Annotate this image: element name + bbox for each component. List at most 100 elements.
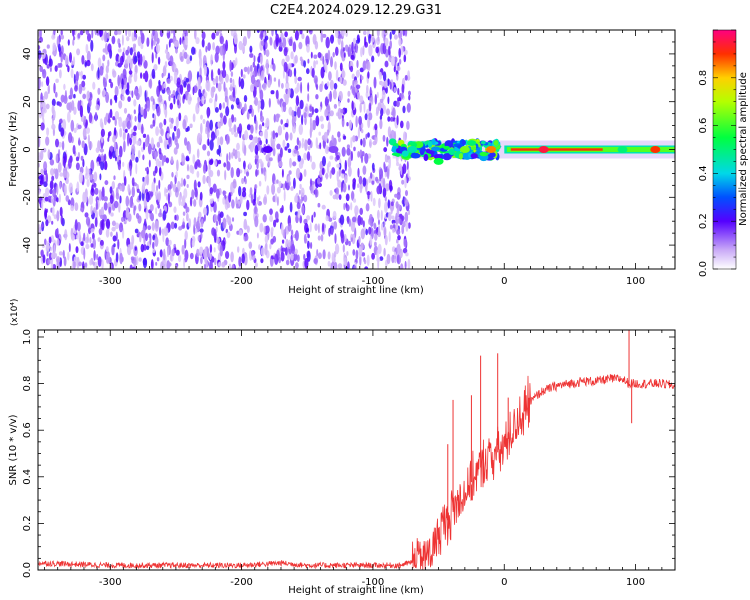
noise-cell bbox=[266, 185, 270, 195]
noise-cell bbox=[403, 238, 407, 248]
noise-cell bbox=[67, 39, 70, 46]
noise-cell bbox=[144, 218, 147, 226]
noise-cell bbox=[379, 98, 384, 103]
noise-cell bbox=[72, 30, 75, 37]
noise-cell bbox=[158, 166, 162, 177]
noise-cell bbox=[391, 215, 395, 220]
noise-cell bbox=[397, 235, 401, 241]
noise-cell bbox=[306, 250, 311, 262]
noise-cell bbox=[217, 82, 222, 92]
noise-cell bbox=[362, 165, 367, 175]
noise-cell bbox=[127, 135, 130, 147]
noise-cell bbox=[186, 164, 190, 172]
figure-title: C2E4.2024.029.12.29.G31 bbox=[270, 3, 442, 18]
noise-cell bbox=[161, 155, 164, 167]
noise-cell bbox=[369, 213, 373, 224]
noise-cell bbox=[90, 159, 95, 172]
noise-cell bbox=[60, 127, 65, 137]
noise-cell bbox=[317, 223, 320, 234]
noise-cell bbox=[208, 98, 213, 104]
noise-cell bbox=[226, 202, 231, 209]
noise-cell bbox=[158, 79, 161, 86]
noise-cell bbox=[338, 100, 341, 107]
noise-cell bbox=[47, 149, 51, 160]
noise-cell bbox=[288, 69, 293, 78]
noise-cell bbox=[67, 251, 70, 261]
noise-cell bbox=[282, 104, 287, 113]
noise-cell bbox=[315, 137, 318, 149]
y-tick-label: 0.2 bbox=[22, 515, 33, 531]
noise-cell bbox=[58, 193, 62, 203]
noise-cell bbox=[371, 162, 375, 171]
noise-cell bbox=[352, 37, 357, 45]
noise-cell bbox=[219, 136, 224, 146]
noise-cell bbox=[330, 261, 335, 269]
noise-cell bbox=[87, 33, 92, 42]
noise-cell bbox=[168, 239, 172, 246]
noise-cell bbox=[232, 178, 237, 189]
noise-cell bbox=[343, 203, 346, 211]
noise-cell bbox=[71, 60, 74, 66]
noise-cell bbox=[373, 76, 377, 89]
noise-cell bbox=[369, 141, 372, 147]
noise-cell bbox=[345, 204, 350, 212]
noise-cell bbox=[225, 133, 230, 145]
noise-cell bbox=[62, 249, 65, 259]
noise-cell bbox=[165, 157, 170, 164]
noise-cell bbox=[109, 108, 113, 119]
noise-cell bbox=[109, 98, 113, 106]
noise-cell bbox=[376, 30, 380, 38]
noise-cell bbox=[67, 111, 71, 123]
noise-cell bbox=[274, 211, 279, 220]
noise-cell bbox=[173, 243, 176, 248]
signal-blob bbox=[489, 152, 496, 158]
noise-cell bbox=[308, 30, 312, 33]
noise-cell bbox=[313, 258, 318, 264]
noise-cell bbox=[237, 246, 240, 253]
noise-cell bbox=[52, 188, 56, 198]
noise-cell bbox=[259, 89, 264, 101]
noise-cell bbox=[171, 248, 175, 257]
noise-cell bbox=[221, 69, 227, 79]
noise-cell bbox=[60, 214, 63, 225]
noise-cell bbox=[396, 243, 401, 255]
noise-cell bbox=[288, 38, 293, 47]
noise-cell bbox=[299, 56, 303, 62]
noise-cell bbox=[132, 134, 137, 146]
noise-cell bbox=[223, 115, 227, 125]
noise-cell bbox=[114, 110, 120, 120]
noise-cell bbox=[45, 76, 50, 87]
noise-cell bbox=[101, 121, 104, 131]
noise-cell bbox=[264, 35, 269, 41]
noise-cell bbox=[86, 179, 90, 188]
noise-cell bbox=[272, 147, 276, 157]
noise-cell bbox=[290, 51, 294, 60]
noise-cell bbox=[404, 260, 407, 269]
noise-cell bbox=[259, 115, 265, 123]
noise-cell bbox=[307, 240, 310, 249]
noise-cell bbox=[145, 232, 148, 242]
signal-blob bbox=[427, 141, 433, 148]
noise-cell bbox=[226, 153, 229, 164]
noise-cell bbox=[182, 211, 186, 216]
noise-cell bbox=[327, 260, 331, 267]
noise-cell bbox=[80, 241, 84, 247]
noise-cell bbox=[402, 131, 407, 143]
noise-cell bbox=[143, 108, 148, 119]
noise-cell bbox=[170, 221, 175, 230]
noise-cell bbox=[301, 138, 305, 143]
noise-cell bbox=[265, 225, 270, 234]
noise-cell bbox=[264, 41, 268, 49]
noise-cell bbox=[405, 190, 408, 197]
noise-cell bbox=[129, 47, 133, 56]
noise-cell bbox=[42, 68, 47, 79]
noise-cell bbox=[304, 139, 308, 151]
noise-cell bbox=[215, 75, 219, 83]
noise-cell bbox=[230, 167, 234, 179]
noise-cell bbox=[256, 196, 260, 205]
noise-cell bbox=[105, 73, 109, 80]
noise-cell bbox=[121, 78, 124, 90]
noise-cell bbox=[90, 39, 94, 52]
noise-cell bbox=[41, 199, 44, 210]
noise-cell bbox=[114, 200, 119, 209]
